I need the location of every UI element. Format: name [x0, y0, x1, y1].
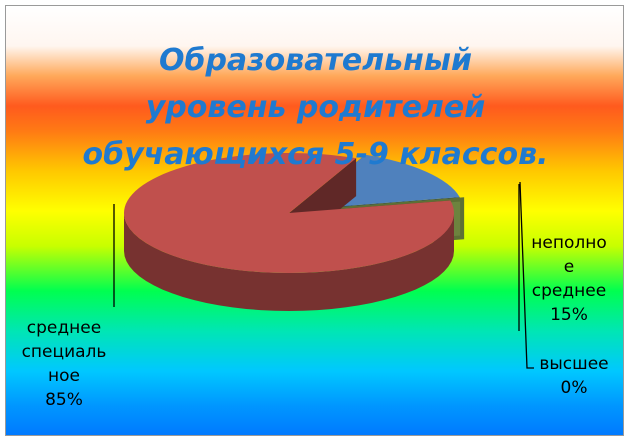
slice-percent: 85%: [45, 390, 83, 410]
slice-percent: 15%: [550, 305, 588, 325]
slice-label-line: среднее: [26, 318, 102, 338]
slice-percent: 0%: [560, 378, 588, 398]
chart-title-line-3: обучающихся 5-9 классов.: [82, 137, 549, 172]
pie-slice-0-rim: [124, 213, 454, 311]
pie-slice-0-top: [124, 153, 454, 274]
slice-label-line: неполно: [531, 233, 607, 253]
slice-label-line: высшее: [539, 354, 609, 374]
leader-line-vysshee: [519, 181, 534, 369]
slice-label-line: ное: [48, 366, 80, 386]
chart-title-line-1: Образовательный: [159, 43, 472, 78]
slice-label-nepolnoe-srednee: неполно е среднее 15%: [528, 231, 610, 327]
pie-slice-0: [124, 153, 454, 311]
pie-chart: [113, 153, 534, 369]
slice-label-line: специаль: [21, 342, 107, 362]
slice-label-line: среднее: [531, 281, 607, 301]
chart-title-line-2: уровень родителей: [145, 90, 486, 125]
chart-area: Образовательный уровень родителей обучаю…: [5, 5, 624, 436]
slice-label-line: е: [563, 257, 575, 277]
slice-label-srednee-specialnoe: среднее специаль ное 85%: [11, 316, 117, 412]
slice-label-vysshee: высшее 0%: [536, 352, 612, 400]
